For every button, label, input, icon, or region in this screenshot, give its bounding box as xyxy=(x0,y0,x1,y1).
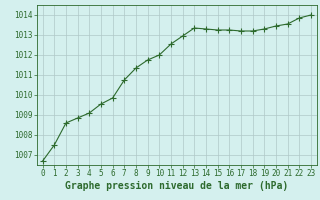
X-axis label: Graphe pression niveau de la mer (hPa): Graphe pression niveau de la mer (hPa) xyxy=(65,181,288,191)
